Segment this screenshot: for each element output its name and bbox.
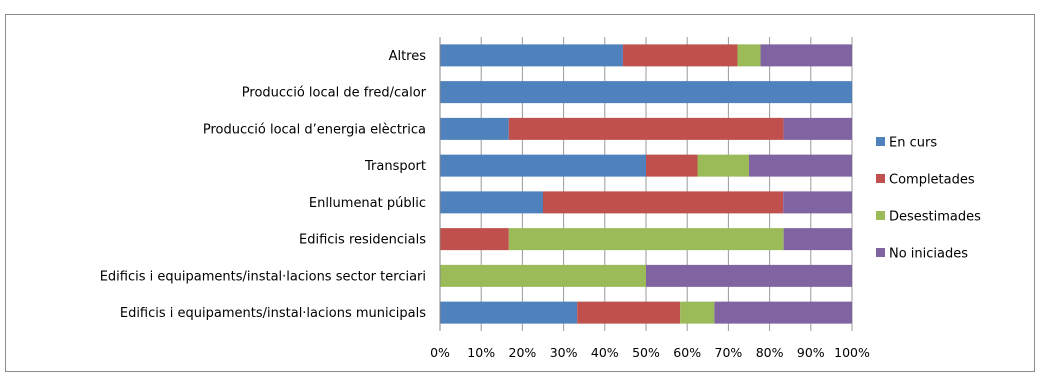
bar-desestimades-altres [737, 44, 761, 67]
x-tick-label: 30% [550, 345, 578, 360]
category-label: Edificis residencials [299, 233, 426, 248]
stacked-bar-chart: Altres Producció local de fred/calor Produ… [100, 37, 981, 360]
category-label: Altres [389, 49, 427, 64]
x-tick-label: 100% [834, 345, 870, 360]
legend-label-en-curs: En curs [889, 136, 937, 151]
bars [440, 44, 852, 324]
bar-no-iniciades-edificis-residencials [783, 228, 852, 251]
chart-frame: Altres Producció local de fred/calor Produ… [5, 14, 1035, 372]
bar-completades-edificis-residencials [440, 228, 509, 251]
bar-completades-altres [622, 44, 738, 67]
bar-completades-transport [646, 154, 698, 177]
legend-swatch-completades [876, 174, 885, 183]
bar-en-curs-enllumenat-public [440, 191, 543, 214]
bar-completades-edificis-i-equipaments-instal-lacions-municipals [577, 301, 681, 324]
bar-desestimades-transport [697, 154, 749, 177]
x-tick-label: 20% [509, 345, 537, 360]
category-label: Transport [364, 159, 426, 174]
x-tick-label: 90% [797, 345, 825, 360]
x-tick-labels: 0% 10% 20% 30% 40% 50% 60% 70% 80% 90% 100% [430, 345, 870, 360]
legend-swatch-desestimades [876, 211, 885, 220]
bar-en-curs-produccio-local-de-fred-calor [440, 81, 852, 104]
legend-swatch-en-curs [876, 137, 885, 146]
bar-en-curs-produccio-local-d-energia-electrica [440, 117, 509, 140]
bar-no-iniciades-altres [760, 44, 852, 67]
bar-completades-produccio-local-d-energia-electrica [508, 117, 784, 140]
bar-en-curs-transport [440, 154, 646, 177]
legend-label-no-iniciades: No iniciades [889, 247, 968, 262]
bar-desestimades-edificis-residencials [508, 228, 784, 251]
x-tick-label: 80% [756, 345, 784, 360]
legend-label-desestimades: Desestimades [889, 210, 981, 225]
category-labels: Altres Producció local de fred/calor Produ… [100, 49, 427, 321]
category-label: Producció local d’energia elèctrica [203, 122, 426, 137]
bar-no-iniciades-edificis-i-equipaments-instal-lacions-sector-terciari [646, 264, 852, 287]
bar-en-curs-edificis-i-equipaments-instal-lacions-municipals [440, 301, 578, 324]
category-label: Edificis i equipaments/instal·lacions se… [100, 269, 426, 284]
bar-no-iniciades-produccio-local-d-energia-electrica [783, 117, 852, 140]
category-label: Producció local de fred/calor [242, 86, 427, 101]
bar-no-iniciades-edificis-i-equipaments-instal-lacions-municipals [714, 301, 852, 324]
bar-no-iniciades-enllumenat-public [783, 191, 852, 214]
category-label: Enllumenat públic [309, 196, 426, 211]
x-tick-label: 60% [673, 345, 701, 360]
gridlines [439, 37, 853, 331]
bar-completades-enllumenat-public [543, 191, 784, 214]
bar-no-iniciades-transport [749, 154, 852, 177]
bar-en-curs-altres [440, 44, 623, 67]
bar-desestimades-edificis-i-equipaments-instal-lacions-municipals [680, 301, 715, 324]
bar-desestimades-edificis-i-equipaments-instal-lacions-sector-terciari [440, 264, 646, 287]
category-label: Edificis i equipaments/instal·lacions mu… [120, 306, 426, 321]
x-tick-label: 10% [467, 345, 495, 360]
x-tick-label: 50% [632, 345, 660, 360]
legend: En curs Completades Desestimades No iniciad… [876, 136, 981, 262]
x-tick-label: 0% [430, 345, 450, 360]
x-tick-label: 40% [591, 345, 619, 360]
x-tick-label: 70% [715, 345, 743, 360]
legend-label-completades: Completades [889, 173, 975, 188]
legend-swatch-no-iniciades [876, 248, 885, 257]
